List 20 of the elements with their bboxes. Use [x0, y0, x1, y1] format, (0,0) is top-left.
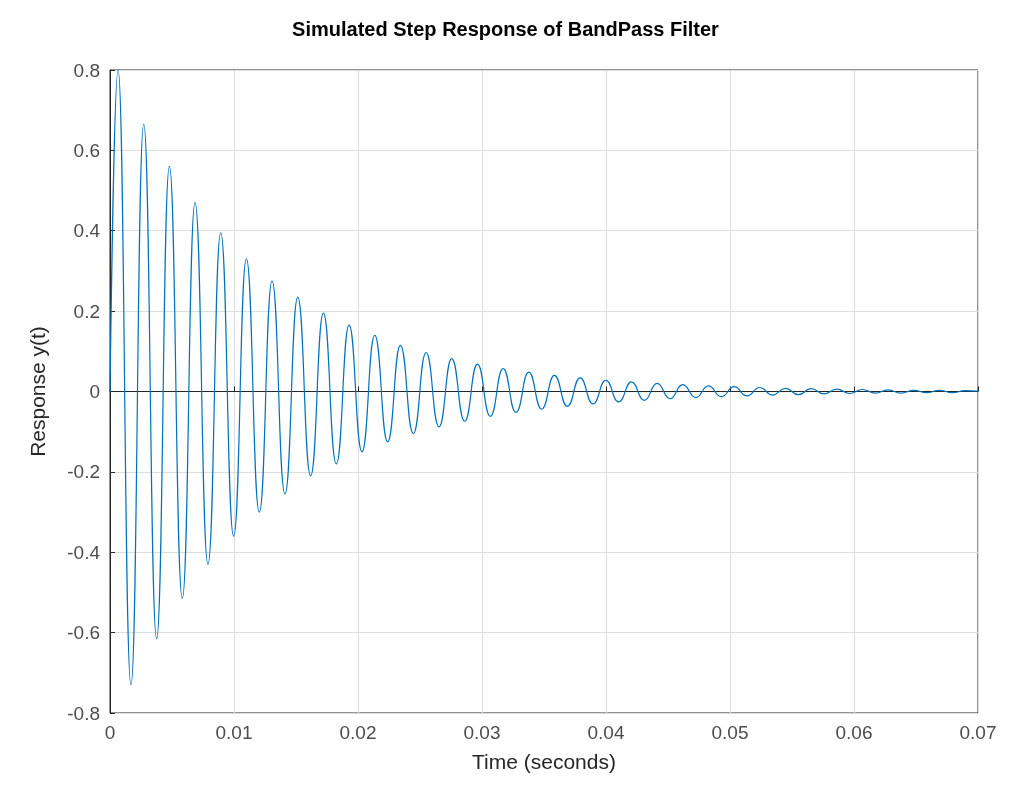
x-tick-label: 0.07	[959, 722, 997, 743]
y-axis-title: Response y(t)	[26, 326, 49, 457]
x-axis-title: Time (seconds)	[472, 750, 616, 773]
y-tick-label: 0.2	[73, 300, 100, 322]
x-tick-label: 0.03	[463, 722, 501, 743]
y-tick-label: 0.8	[73, 59, 100, 81]
x-tick-label: 0.01	[215, 722, 253, 743]
y-tick-label: -0.4	[67, 541, 101, 563]
x-tick-label: 0.02	[339, 722, 377, 743]
y-tick-label: 0.6	[73, 139, 100, 161]
chart-title: Simulated Step Response of BandPass Filter	[292, 18, 720, 40]
y-tick-label: -0.2	[67, 461, 100, 483]
y-tick-label: 0.4	[73, 220, 101, 242]
y-tick-label: -0.6	[67, 622, 100, 644]
y-tick-label: -0.8	[67, 702, 100, 724]
x-tick-label: 0.06	[835, 722, 873, 743]
x-tick-label: 0.05	[711, 722, 749, 743]
x-tick-label: 0.04	[587, 722, 625, 743]
y-tick-label: 0	[89, 381, 100, 402]
x-tick-label: 0	[104, 722, 116, 743]
